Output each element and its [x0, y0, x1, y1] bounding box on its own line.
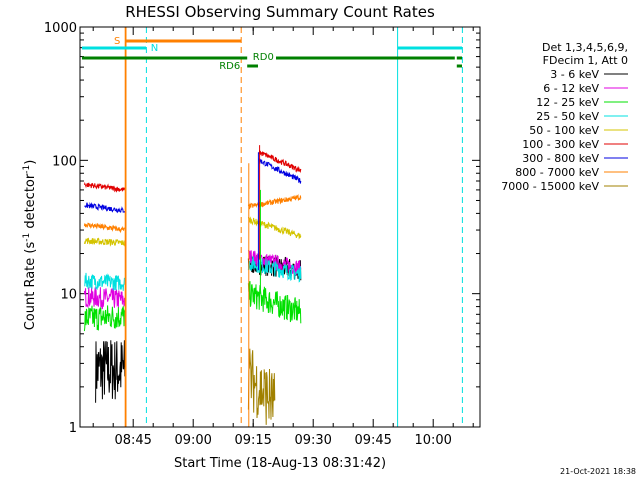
- legend-entry: 50 - 100 keV: [529, 124, 599, 137]
- legend-entry: 12 - 25 keV: [536, 96, 599, 109]
- series-line: [247, 193, 302, 210]
- legend-entry: 100 - 300 keV: [522, 138, 599, 151]
- series-line: [83, 181, 126, 193]
- y-axis-label-sup2: -1: [22, 165, 32, 174]
- y-tick-label: 1: [69, 421, 77, 436]
- series-line: [84, 272, 126, 291]
- series-line: [247, 281, 302, 324]
- y-axis-label-main: Count Rate (s: [23, 242, 38, 331]
- plot-frame: [79, 26, 481, 428]
- series-line: [84, 201, 126, 214]
- legend-header-line1: Det 1,3,4,5,6,9,: [542, 41, 628, 54]
- legend-entry: 25 - 50 keV: [536, 110, 599, 123]
- x-tick-label: 08:45: [114, 433, 151, 448]
- flag-label: S: [114, 36, 120, 47]
- legend-header-line2: FDecim 1, Att 0: [543, 54, 628, 67]
- legend-entry: 3 - 6 keV: [550, 68, 599, 81]
- series-line: [258, 158, 302, 184]
- series-line: [247, 348, 276, 425]
- series-line: [83, 286, 126, 310]
- legend-entry: 7000 - 15000 keV: [501, 180, 599, 193]
- series-line: [258, 149, 302, 174]
- x-tick-label: 09:00: [174, 433, 211, 448]
- y-tick-label: 10: [60, 288, 77, 303]
- x-tick-label: 09:45: [354, 433, 391, 448]
- legend-entry: 300 - 800 keV: [522, 152, 599, 165]
- flag-label: RD0: [253, 52, 274, 63]
- flag-label: RD6: [219, 61, 240, 72]
- y-axis-label-sup1: -1: [22, 233, 32, 242]
- y-axis-label-end: ): [23, 160, 38, 165]
- x-tick-label: 09:30: [294, 433, 331, 448]
- series-line: [83, 237, 126, 247]
- x-tick-label: 09:15: [234, 433, 271, 448]
- x-axis-label: Start Time (18-Aug-13 08:31:42): [174, 456, 386, 471]
- series-line: [83, 222, 126, 234]
- y-tick-label: 100: [52, 154, 77, 169]
- chart-title: RHESSI Observing Summary Count Rates: [125, 3, 435, 21]
- legend-entry: 6 - 12 keV: [543, 82, 599, 95]
- y-axis-label-mid: detector: [23, 173, 38, 233]
- series-line: [247, 216, 302, 240]
- flag-label: N: [151, 43, 158, 54]
- y-tick-label: 1000: [44, 21, 77, 36]
- series-line: [95, 340, 126, 403]
- timestamp: 21-Oct-2021 18:38: [560, 467, 636, 476]
- y-axis-label: Count Rate (s-1 detector-1): [22, 160, 38, 331]
- legend-entry: 800 - 7000 keV: [515, 166, 599, 179]
- series-line: [247, 256, 302, 283]
- x-tick-label: 10:00: [414, 433, 451, 448]
- series-line: [83, 305, 126, 332]
